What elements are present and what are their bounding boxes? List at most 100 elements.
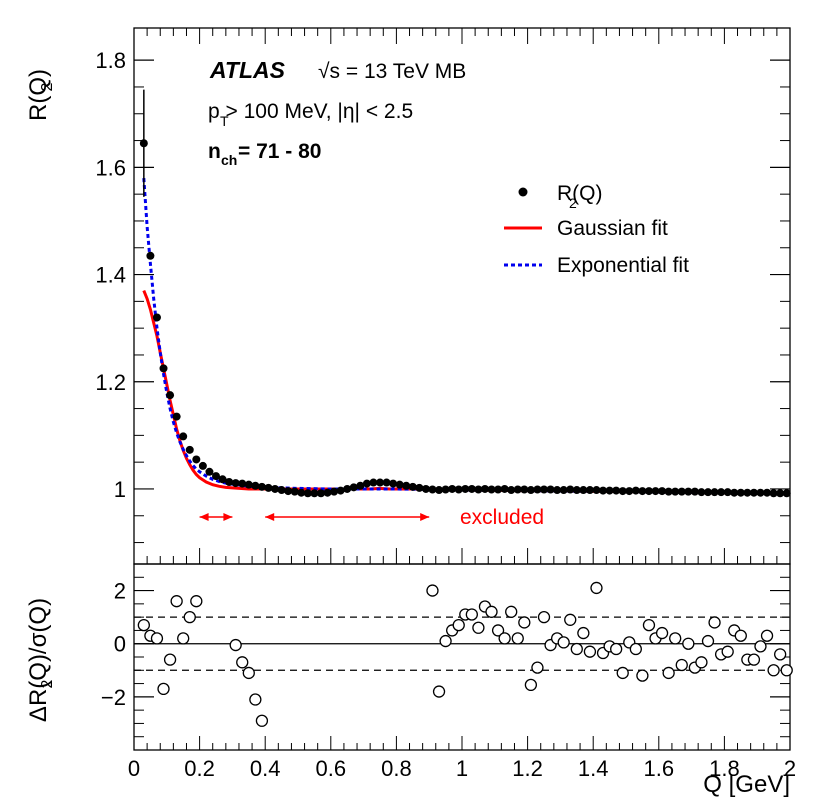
data-point — [520, 485, 529, 494]
legend: R(Q) 2 Gaussian fit Exponential fit — [504, 182, 689, 277]
data-point — [763, 488, 772, 497]
data-point — [271, 484, 280, 493]
residual-point — [754, 640, 767, 653]
residual-point — [774, 648, 787, 661]
residual-point — [564, 613, 577, 626]
data-point — [257, 482, 266, 491]
data-point — [179, 432, 188, 441]
excluded-range-arrows — [199, 513, 430, 521]
residual-point — [669, 632, 682, 645]
data-point — [651, 487, 660, 496]
nch-label: n — [208, 140, 221, 163]
data-point — [146, 251, 155, 260]
residual-point — [590, 581, 603, 595]
data-point — [579, 486, 588, 495]
residual-point — [177, 632, 190, 645]
lower-xtick-label: 1.2 — [512, 756, 543, 781]
residual-point — [511, 632, 524, 645]
data-point — [415, 483, 424, 492]
residual-point — [157, 682, 170, 696]
legend-data-marker — [518, 187, 528, 197]
data-point — [677, 487, 686, 496]
residual-point — [537, 610, 551, 624]
residual-point — [642, 618, 656, 632]
data-point — [244, 480, 253, 489]
residual-point — [249, 693, 262, 706]
exponential-fit-curve — [142, 177, 791, 496]
data-point — [658, 487, 667, 496]
data-point — [710, 488, 719, 497]
data-point — [454, 485, 463, 494]
residual-point — [498, 632, 511, 645]
excluded-arrow-head-left — [199, 513, 209, 521]
residual-point — [432, 685, 446, 698]
data-point — [566, 485, 575, 494]
legend-exp-label: Exponential fit — [557, 254, 689, 277]
residual-point — [242, 666, 255, 680]
data-point — [336, 486, 345, 495]
upper-ylabel-main: R(Q) — [25, 69, 52, 121]
data-point — [251, 481, 260, 490]
residual-point — [229, 638, 242, 652]
residual-point — [583, 645, 597, 658]
lower-ytick-label: −2 — [101, 685, 126, 710]
data-point — [435, 486, 444, 495]
data-point — [139, 139, 148, 148]
cuts-label-text: p > 100 MeV, |η| < 2.5 — [208, 100, 413, 123]
data-point — [553, 486, 562, 495]
data-point — [205, 467, 214, 476]
data-point — [671, 487, 680, 496]
residual-point — [734, 629, 747, 642]
residual-point — [524, 678, 538, 692]
atlas-label: ATLAS — [209, 57, 286, 83]
residual-point — [426, 584, 439, 597]
energy-label: √s = 13 TeV MB — [318, 60, 466, 83]
data-point — [461, 484, 470, 493]
data-point — [303, 489, 312, 498]
lower-xtick-label: 0.4 — [250, 756, 281, 781]
data-point — [559, 486, 568, 495]
data-point — [290, 487, 299, 496]
data-point — [231, 479, 240, 488]
data-point — [638, 487, 647, 496]
data-point — [277, 486, 286, 495]
residual-point — [465, 608, 478, 621]
residual-point — [452, 618, 465, 632]
lower-ylabel-subscript: 2 — [39, 679, 56, 688]
lower-y-axis-title: ΔR(Q)/σ(Q) — [25, 598, 52, 722]
data-point — [612, 486, 621, 495]
data-point — [618, 487, 627, 496]
data-point — [467, 484, 476, 493]
data-point — [284, 487, 293, 496]
lower-xtick-label: 1 — [456, 756, 468, 781]
data-point — [343, 484, 352, 493]
residual-point — [616, 666, 629, 680]
residual-point — [485, 605, 498, 618]
lower-xtick-label: 0.2 — [184, 756, 215, 781]
residual-point — [183, 610, 196, 624]
data-point — [448, 484, 457, 493]
data-points — [139, 89, 791, 498]
data-point — [441, 485, 450, 494]
lower-xtick-label: 1.6 — [644, 756, 675, 781]
residual-point — [695, 656, 708, 669]
upper-ytick-label: 1.6 — [95, 155, 126, 180]
data-point — [605, 486, 614, 495]
data-point — [730, 488, 739, 497]
upper-axis-ticks: 1 1.2 1.4 1.6 1.8 — [95, 28, 791, 564]
residual-point — [780, 664, 793, 677]
residual-point — [629, 642, 642, 656]
data-point — [159, 364, 168, 373]
residual-point — [170, 595, 183, 608]
data-point — [782, 489, 791, 498]
legend-data-label: R(Q) — [557, 182, 603, 205]
cuts-pt-subscript: T — [220, 113, 229, 129]
residual-point — [701, 634, 715, 648]
residual-point — [439, 634, 452, 648]
excluded-arrow-head-right — [223, 513, 233, 521]
residual-point — [577, 626, 590, 640]
fit-curves — [142, 177, 791, 496]
data-point — [382, 478, 391, 487]
residual-point — [636, 669, 649, 682]
